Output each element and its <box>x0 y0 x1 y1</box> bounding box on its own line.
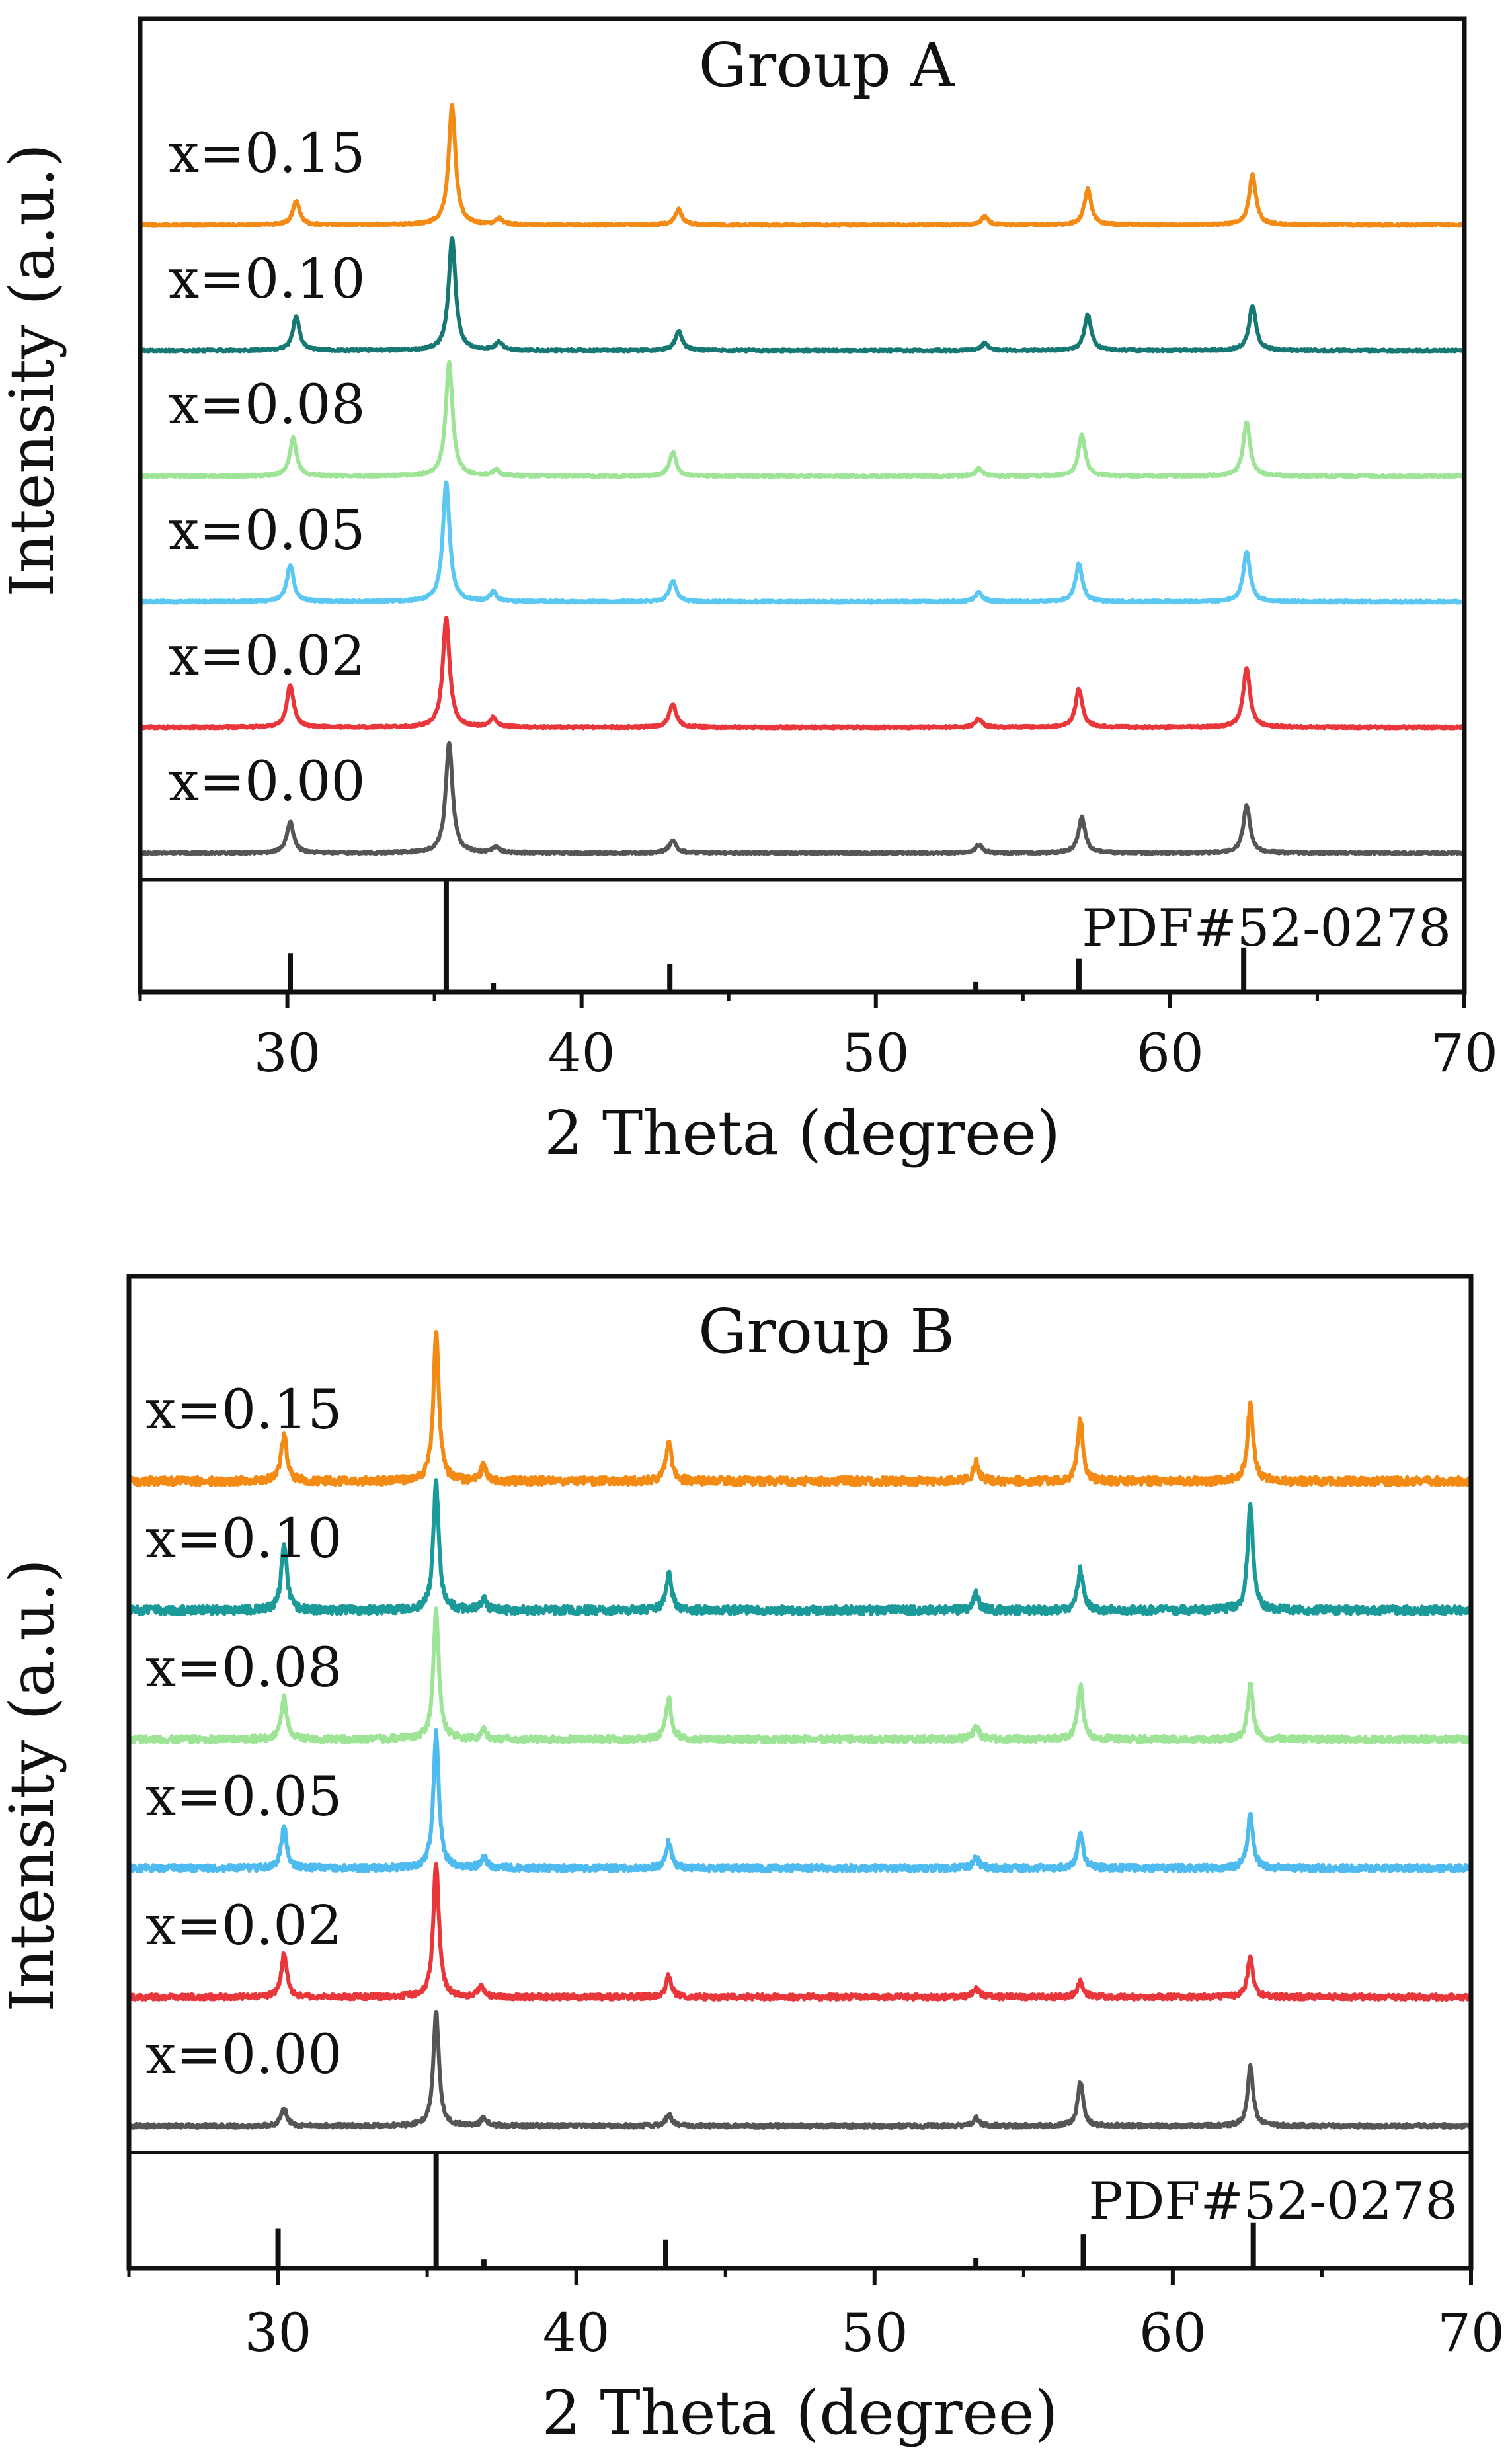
x-tick-label: 30 <box>245 2302 312 2363</box>
x-tick-label: 70 <box>1437 2302 1505 2363</box>
chart-title: Group B <box>698 1296 955 1367</box>
series-line <box>127 1478 1473 1617</box>
x-tick-label: 30 <box>254 1022 321 1084</box>
series-line <box>138 360 1466 479</box>
x-axis-label: 2 Theta (degree) <box>544 1098 1060 1169</box>
series-line <box>138 103 1466 228</box>
series-line <box>138 480 1466 605</box>
chart-title: Group A <box>699 30 955 101</box>
series-label: x=0.10 <box>145 1508 342 1571</box>
chart-panel-b: x=0.00 x=0.02 x=0.05 x=0.08 x=0.10 x=0.15 PDF#… <box>0 1274 1505 2448</box>
series-line <box>127 2010 1473 2130</box>
plot-frame <box>126 1274 1474 2271</box>
series-label: x=0.15 <box>169 122 366 185</box>
series-line <box>138 616 1466 731</box>
x-tick-label: 50 <box>841 2302 908 2363</box>
x-tick-label: 40 <box>548 1022 616 1084</box>
x-tick-label: 60 <box>1136 1022 1204 1084</box>
series-line <box>127 1862 1473 2002</box>
y-axis-label: Intensity (a.u.) <box>0 144 67 596</box>
series-label: x=0.08 <box>169 374 366 436</box>
series-line <box>127 1727 1473 1874</box>
x-tick-label: 50 <box>842 1022 910 1084</box>
series-label: x=0.15 <box>145 1379 342 1442</box>
series-label: x=0.00 <box>145 2024 342 2086</box>
series-line <box>138 235 1466 354</box>
series-label: x=0.10 <box>169 248 366 311</box>
series-label: x=0.00 <box>169 751 366 813</box>
plot-frame <box>138 16 1467 995</box>
x-tick-label: 60 <box>1139 2302 1207 2363</box>
x-tick-label: 70 <box>1431 1022 1498 1084</box>
reference-label: PDF#52-0278 <box>1088 2172 1458 2231</box>
series-label: x=0.05 <box>145 1766 342 1828</box>
series-label: x=0.08 <box>145 1637 342 1700</box>
series-line <box>138 741 1466 856</box>
series-label: x=0.02 <box>169 625 366 688</box>
series-label: x=0.02 <box>145 1895 342 1957</box>
reference-label: PDF#52-0278 <box>1082 899 1451 958</box>
x-tick-label: 40 <box>543 2302 610 2363</box>
y-axis-label: Intensity (a.u.) <box>0 1559 67 2012</box>
series-line <box>127 1329 1473 1487</box>
series-line <box>127 1606 1473 1745</box>
chart-panel-a: x=0.00 x=0.02 x=0.05 x=0.08 x=0.10 x=0.15 PDF#… <box>0 16 1498 1169</box>
series-label: x=0.05 <box>169 499 366 562</box>
x-axis-label: 2 Theta (degree) <box>542 2377 1058 2448</box>
